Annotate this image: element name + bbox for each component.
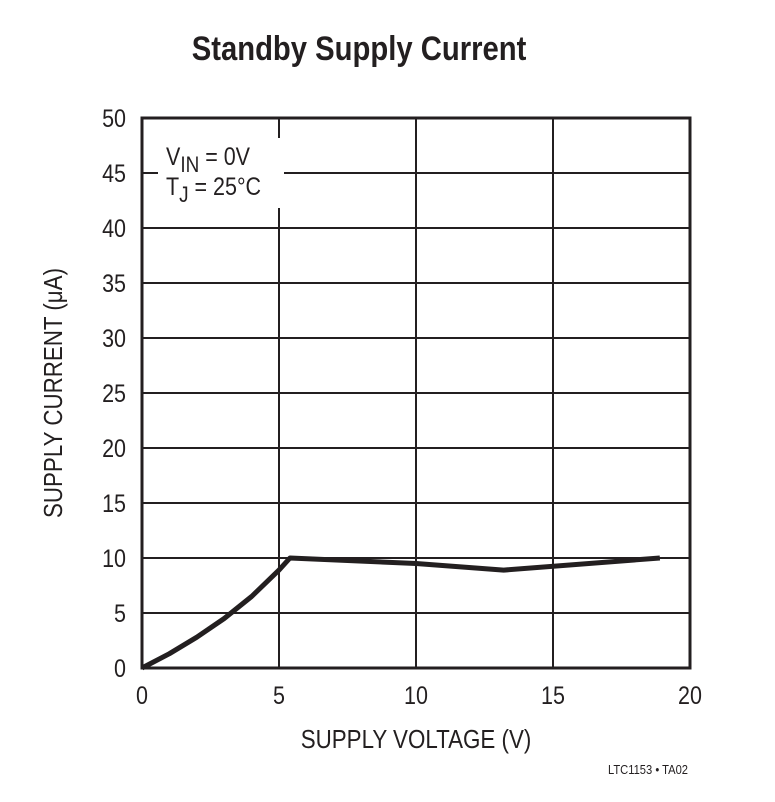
chart-title: Standby Supply Current xyxy=(191,30,527,68)
x-tick-label: 20 xyxy=(678,681,702,709)
y-tick-label: 50 xyxy=(102,104,126,132)
y-tick-label: 10 xyxy=(102,544,126,572)
y-tick-label: 45 xyxy=(102,159,126,187)
plot-frame xyxy=(140,116,692,670)
annotation-tj: TJ = 25°C xyxy=(166,172,261,207)
data-line-supply-current xyxy=(140,555,661,671)
y-tick-label: 25 xyxy=(102,379,126,407)
x-tick-label: 5 xyxy=(273,681,285,709)
y-tick-label: 40 xyxy=(102,214,126,242)
x-tick-label: 15 xyxy=(541,681,565,709)
y-tick-label: 20 xyxy=(102,434,126,462)
annotation-vin: VIN = 0V xyxy=(166,142,250,177)
y-tick-label: 0 xyxy=(114,654,126,682)
y-tick-labels: 0 5 10 15 20 25 30 35 40 45 50 xyxy=(102,104,126,682)
x-tick-label: 10 xyxy=(404,681,428,709)
x-axis-label: SUPPLY VOLTAGE (V) xyxy=(301,725,532,754)
x-tick-labels: 0 5 10 15 20 xyxy=(136,681,702,709)
y-tick-label: 5 xyxy=(114,599,126,627)
y-tick-label: 30 xyxy=(102,324,126,352)
annotation-bg xyxy=(158,138,284,208)
x-tick-label: 0 xyxy=(136,681,148,709)
figure-footnote: LTC1153 • TA02 xyxy=(608,762,688,777)
y-axis-label: SUPPLY CURRENT (μA) xyxy=(39,268,68,518)
y-tick-label: 35 xyxy=(102,269,126,297)
y-tick-label: 15 xyxy=(102,489,126,517)
